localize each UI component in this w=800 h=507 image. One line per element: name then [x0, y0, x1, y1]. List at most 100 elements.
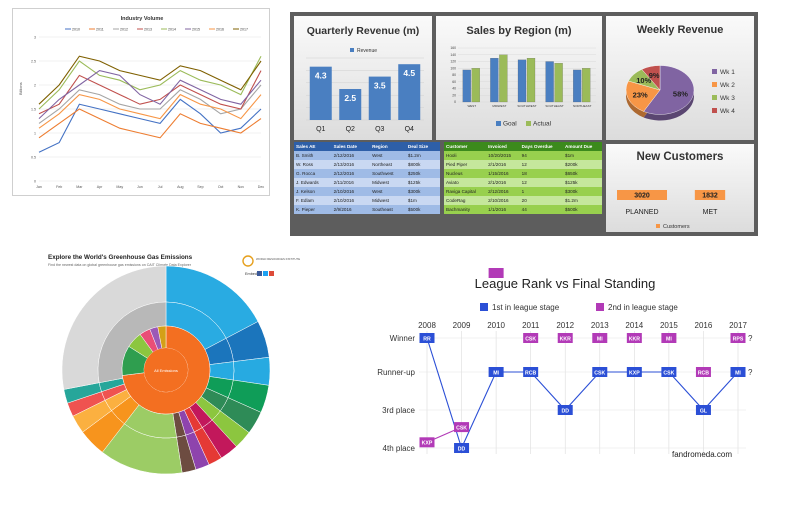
x-tick-label: SOUTHWEST — [517, 104, 536, 108]
legend-entry: 2014 — [168, 27, 176, 31]
legend-swatch — [480, 303, 488, 311]
legend-entry: Actual — [533, 121, 552, 128]
bars: 3020 PLANNED 1832 MET — [617, 190, 726, 216]
legend-entry: 2017 — [240, 27, 248, 31]
y-tick-label: 3rd place — [382, 406, 415, 415]
table-cell: $1.2m — [405, 151, 440, 160]
series-line — [38, 55, 262, 105]
league-rank-chart: League Rank vs Final Standing 1st in lea… — [377, 264, 753, 459]
legend-entry: Customers — [663, 224, 690, 230]
series-line — [38, 93, 262, 129]
y-tick-label: 120 — [450, 60, 456, 64]
table-row: Hooli 10/20/2015 94 $1m — [444, 151, 602, 160]
table-row: Raviga Capital 2/12/2016 1 $300k — [444, 187, 602, 196]
center-label: All Emissions — [154, 368, 178, 373]
table-row: K. Pieper 2/9/2016 Southeast $500k — [294, 205, 440, 214]
marker-label: CSK — [594, 370, 605, 376]
customers-table: Customer Invoiced Days Overdue Amount Du… — [444, 142, 602, 214]
legend-entry: 2016 — [216, 27, 224, 31]
marker — [730, 367, 746, 377]
table-cell: $250k — [405, 169, 440, 178]
y-tick-label: 0 — [454, 100, 456, 104]
marker — [730, 333, 746, 343]
y-tick-label: 100 — [450, 66, 456, 70]
wri-logo-icon — [242, 255, 254, 267]
marker-label: DC — [492, 268, 500, 270]
series-line — [426, 337, 739, 450]
table-cell: 12 — [519, 178, 564, 187]
bar — [398, 64, 421, 120]
marker — [592, 367, 608, 377]
x-tick-label: Q1 — [316, 126, 325, 133]
table-cell: 44 — [519, 205, 564, 214]
chart-title: New Customers — [636, 151, 724, 163]
legend-entry: 2nd in league stage — [608, 303, 678, 312]
table-cell: 12 — [519, 160, 564, 169]
table-cell: 94 — [519, 151, 564, 160]
table-cell: J. Kelson — [294, 187, 332, 196]
bar — [573, 69, 582, 103]
x-tick-label: Oct — [218, 185, 224, 189]
table-cell: 2/10/2016 — [331, 196, 371, 205]
x-tick-label: Apr — [97, 185, 103, 189]
marker — [419, 437, 435, 448]
column-header: Customer — [444, 142, 487, 151]
table-cell: 2/9/2016 — [331, 205, 371, 214]
table-cell: Nucleus — [444, 169, 487, 178]
column-header: Region — [370, 142, 406, 151]
y-tick-label: 1.5 — [31, 107, 36, 111]
x-tick-label: May — [116, 185, 123, 189]
annotation: ? — [748, 334, 753, 343]
x-tick-label: NORTHEAST — [573, 104, 592, 108]
table-cell: $125k — [405, 178, 440, 187]
table-row: J. Edwards 2/11/2016 Midwest $125k — [294, 178, 440, 187]
bar — [582, 68, 591, 103]
marker-label: GL — [700, 408, 708, 414]
embed-link[interactable]: Embed — [245, 272, 257, 276]
table-cell: 2/11/2016 — [331, 178, 371, 187]
marker-label: CSK — [663, 370, 674, 376]
bar — [339, 89, 362, 120]
table-row: Aviato 2/1/2016 12 $125k — [444, 178, 602, 187]
plus-share-icon[interactable] — [269, 271, 274, 276]
table-cell: Southeast — [370, 205, 406, 214]
y-tick-label: Winner — [390, 334, 416, 343]
data-label: 3.5 — [374, 81, 386, 91]
column-header: Deal Size — [405, 142, 440, 151]
bar — [490, 58, 499, 103]
marker-label: KKR — [560, 336, 571, 342]
chart-title: Sales by Region (m) — [466, 25, 572, 37]
marker — [661, 333, 677, 343]
bar — [694, 190, 726, 200]
x-tick-label: Nov — [238, 185, 245, 189]
bar — [368, 76, 391, 120]
table-header-row: Sales AE Sales Date Region Deal Size — [294, 142, 440, 151]
data-label: 3020 — [634, 193, 650, 200]
sales-dashboard: Quarterly Revenue (m) Revenue 4.3 Q1 2.5 Q2… — [290, 12, 758, 236]
twitter-share-icon[interactable] — [263, 271, 268, 276]
column-header: Sales Date — [331, 142, 371, 151]
marker-label: KXP — [629, 370, 640, 376]
table-cell: 2/13/2016 — [331, 160, 371, 169]
sunburst-rings — [61, 265, 271, 475]
greenhouse-gas-sunburst: Explore the World's Greenhouse Gas Emiss… — [48, 254, 300, 475]
table-cell: Hooli — [444, 151, 487, 160]
data-label: 58% — [673, 89, 688, 98]
marker-label: DD — [561, 408, 569, 414]
table-cell: B. Smith — [294, 151, 332, 160]
marker-label: KXP — [422, 441, 433, 447]
legend-entry: Wk 2 — [720, 82, 735, 89]
annotation: ? — [748, 368, 753, 377]
legend-swatch — [596, 303, 604, 311]
legend: Goal Actual — [496, 121, 552, 128]
x-tick-label: 2016 — [695, 321, 713, 330]
x-tick-label: Jan — [36, 185, 42, 189]
table-cell: F. Edlam — [294, 196, 332, 205]
marker-label: MI — [597, 336, 603, 342]
marker-label: RPS — [733, 336, 744, 342]
facebook-share-icon[interactable] — [257, 271, 262, 276]
brand-label: WORLD RESOURCES INSTITUTE — [256, 257, 300, 261]
legend-entry: 2015 — [192, 27, 200, 31]
weekly-revenue-pie: 58% 23% 10%9% Wk 1 Wk 2 Wk 3 Wk 4 — [625, 65, 735, 121]
y-tick-label: 80 — [452, 73, 456, 77]
